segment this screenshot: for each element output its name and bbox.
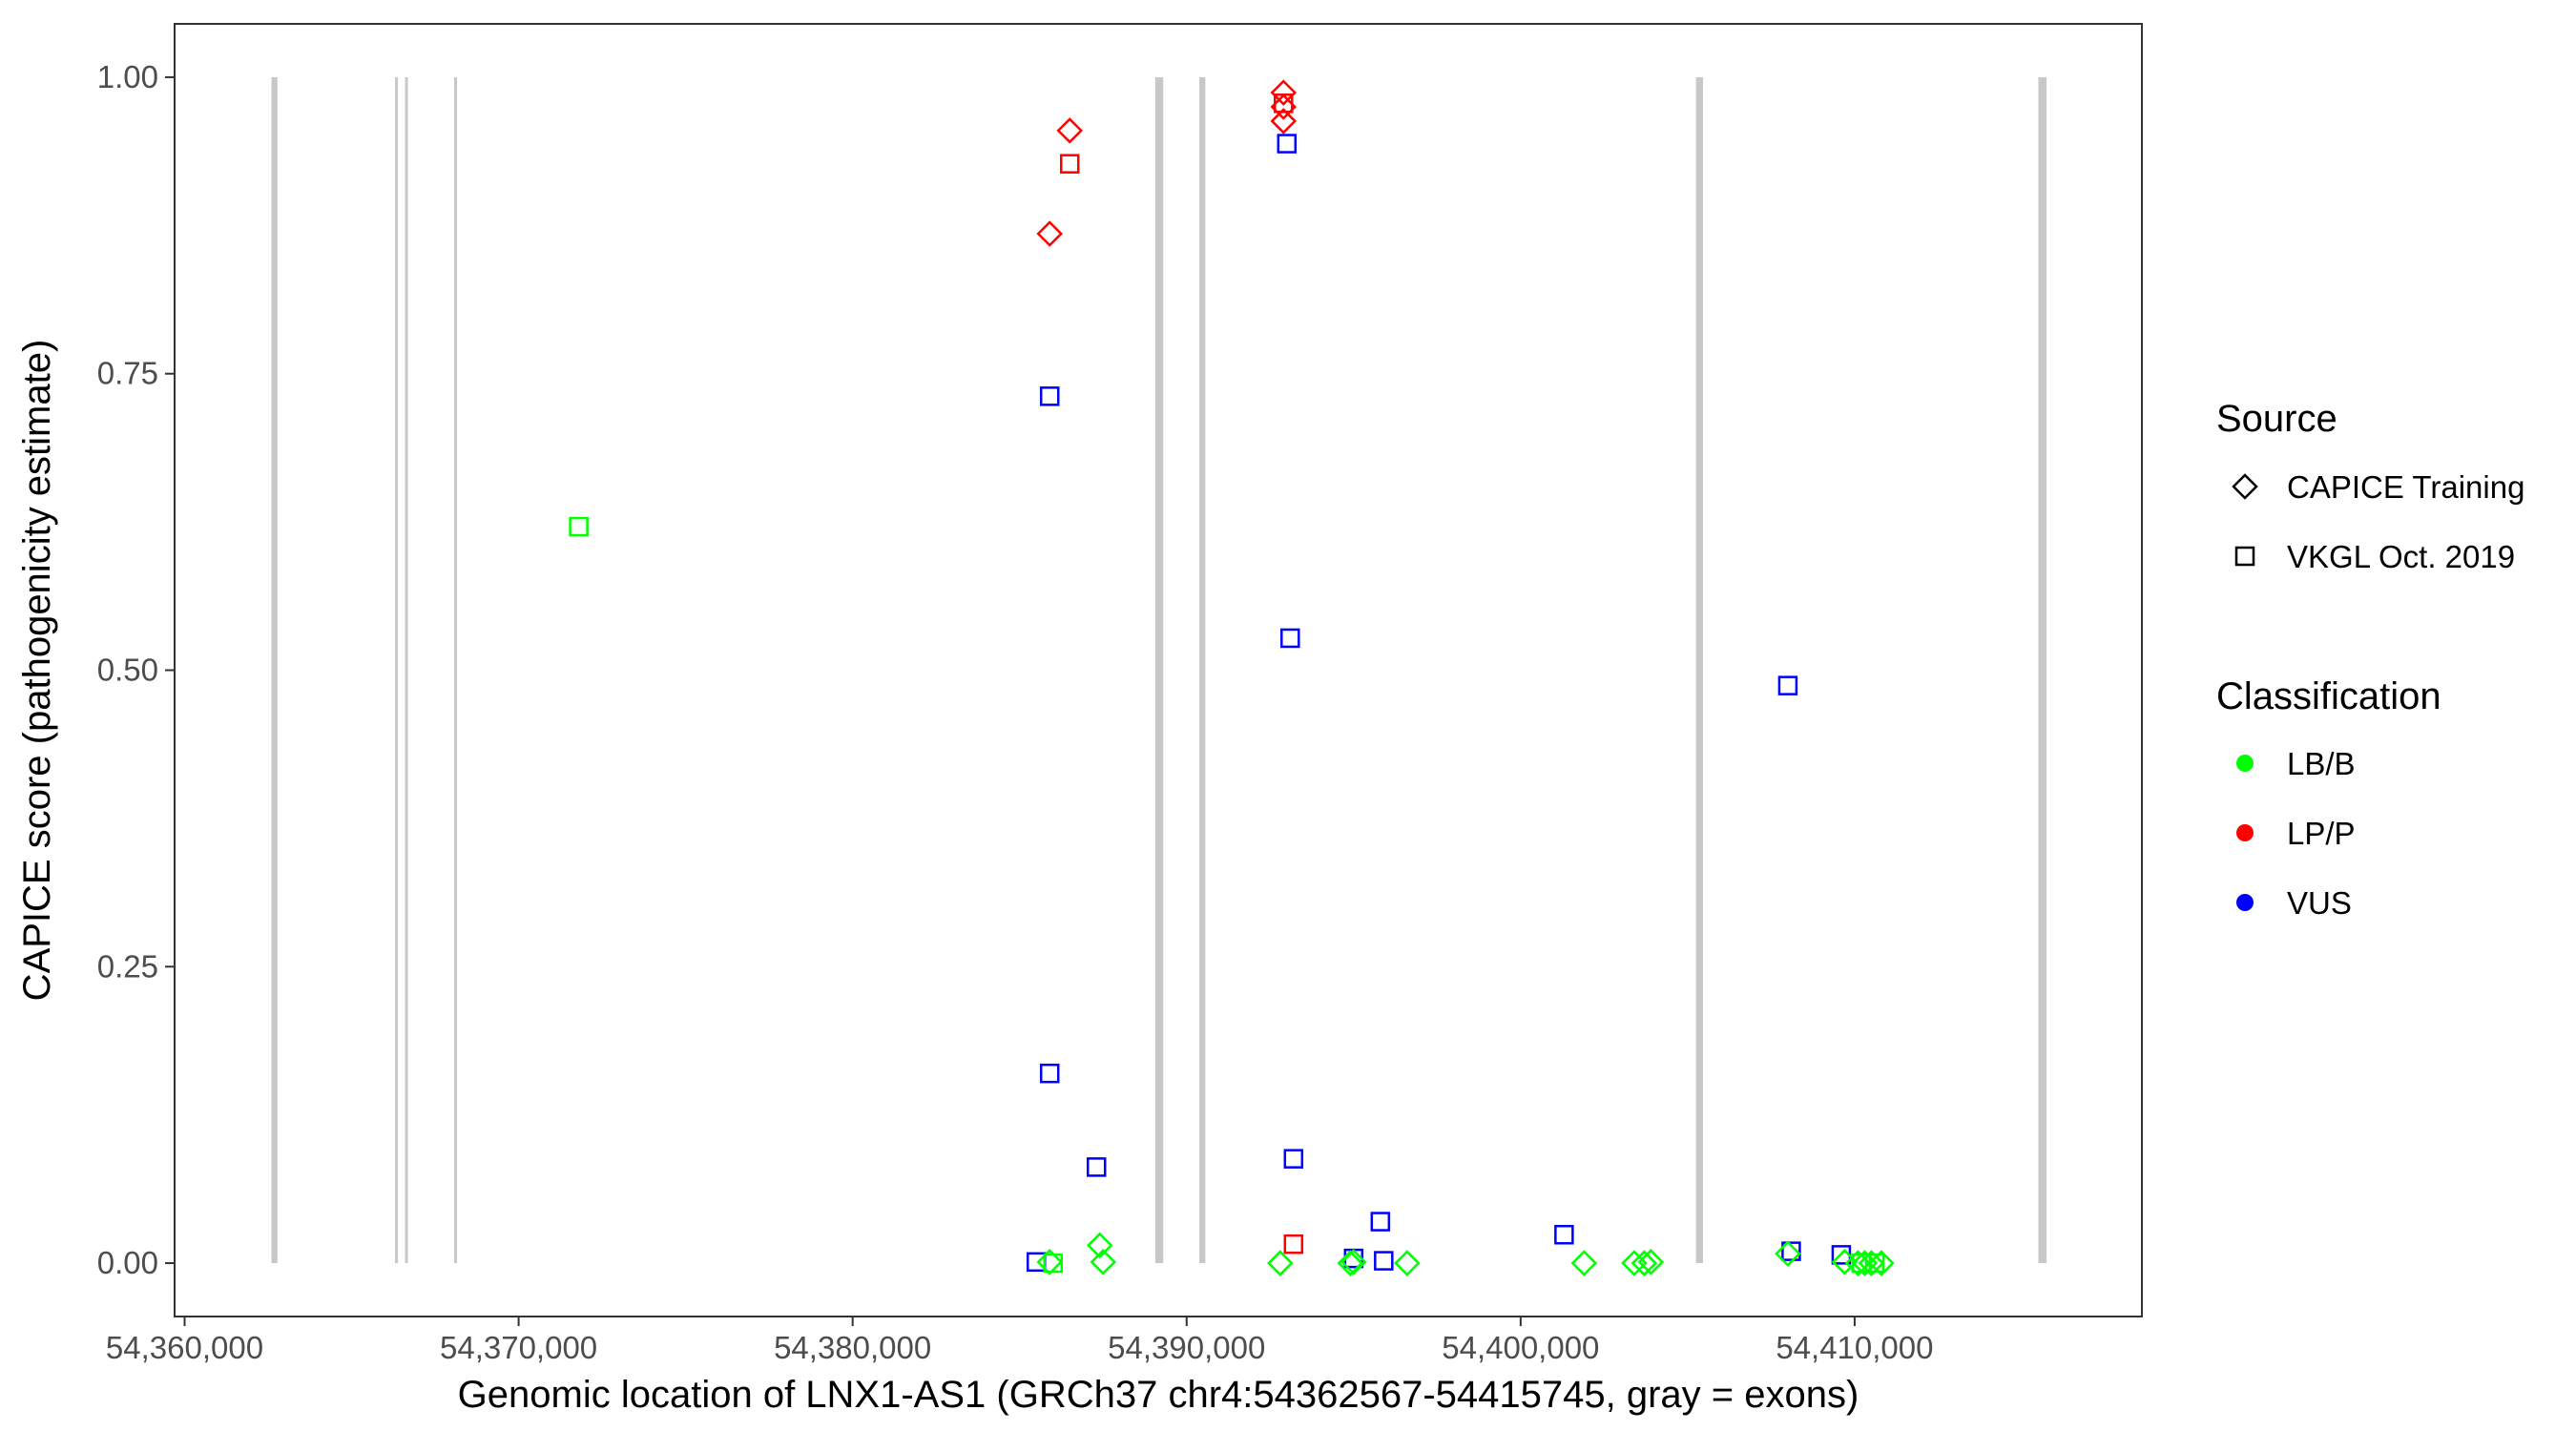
legend-key-dot: [2236, 824, 2254, 841]
data-point-square: [569, 516, 589, 537]
exon-bar: [395, 76, 399, 1264]
data-point-diamond: [1270, 108, 1298, 135]
exon-bar: [454, 76, 458, 1264]
data-point-square: [1283, 1149, 1304, 1169]
exon-bar: [2038, 76, 2047, 1264]
legend-key-dot: [2236, 894, 2254, 911]
exon-bar: [1154, 76, 1164, 1264]
x-tick-label: 54,410,000: [1776, 1330, 1933, 1365]
data-point-square: [1781, 1241, 1801, 1261]
data-point-square: [1283, 1234, 1304, 1255]
data-point-diamond: [1090, 1249, 1117, 1275]
legend-key-dot: [2236, 755, 2254, 772]
data-point-diamond: [1337, 1250, 1364, 1276]
legend-key-diamond: [2232, 473, 2258, 500]
exon-bar: [1695, 76, 1703, 1264]
legend-class-label: LP/P: [2287, 816, 2356, 851]
y-tick-label: 1.00: [97, 59, 158, 94]
data-point-square: [1277, 134, 1298, 154]
data-point-diamond: [1631, 1250, 1658, 1276]
data-point-diamond: [1775, 1240, 1801, 1267]
legend-source-title: Source: [2216, 398, 2337, 440]
data-point-square: [1039, 386, 1060, 406]
data-point-square: [1280, 628, 1300, 649]
data-point-diamond: [1086, 1232, 1113, 1259]
data-point-square: [1864, 1253, 1885, 1274]
data-point-square: [1086, 1157, 1107, 1177]
data-point-square: [1039, 1063, 1060, 1084]
axis-layer: 54,360,000 54,370,000 54,380,000 54,390,000…: [97, 59, 1934, 1365]
y-tick-label: 0.25: [97, 948, 158, 984]
data-point-square: [1043, 1253, 1063, 1274]
y-tick-label: 0.75: [97, 356, 158, 391]
data-point-square: [1370, 1212, 1391, 1232]
x-tick-label: 54,390,000: [1108, 1330, 1265, 1365]
exon-bar: [405, 76, 408, 1264]
data-point-square: [1274, 93, 1294, 114]
legend: Source CAPICE Training VKGL Oct. 2019 Cla…: [2216, 398, 2524, 921]
data-point-diamond: [1868, 1250, 1895, 1276]
data-point-diamond: [1340, 1249, 1367, 1275]
data-point-square: [1059, 154, 1080, 174]
legend-classification-title: Classification: [2216, 675, 2441, 717]
data-point-diamond: [1036, 220, 1063, 247]
data-point-diamond: [1270, 79, 1298, 106]
y-tick-label: 0.00: [97, 1245, 158, 1280]
x-tick-label: 54,380,000: [774, 1330, 931, 1365]
data-point-diamond: [1637, 1249, 1665, 1275]
x-tick-label: 54,370,000: [440, 1330, 597, 1365]
y-axis-title: CAPICE score (pathogenicity estimate): [16, 340, 58, 1002]
data-point-square: [1554, 1224, 1574, 1245]
legend-class-label: VUS: [2287, 885, 2352, 921]
data-point-diamond: [1394, 1250, 1421, 1276]
x-tick-label: 54,360,000: [106, 1330, 263, 1365]
data-point-square: [1851, 1253, 1872, 1274]
x-axis-title: Genomic location of LNX1-AS1 (GRCh37 chr…: [458, 1374, 1859, 1416]
data-point-diamond: [1056, 117, 1083, 144]
data-point-diamond: [1267, 1250, 1294, 1276]
data-point-square: [1374, 1251, 1394, 1271]
legend-source-label: CAPICE Training: [2287, 469, 2524, 505]
legend-key-square: [2234, 546, 2255, 567]
exon-layer: [271, 76, 2047, 1264]
exon-bar: [271, 76, 278, 1264]
legend-classification-items: LB/B LP/P VUS: [2236, 746, 2356, 921]
exon-bar: [1199, 76, 1206, 1264]
x-tick-label: 54,400,000: [1442, 1330, 1599, 1365]
legend-source-label: VKGL Oct. 2019: [2287, 539, 2515, 574]
point-layer: [569, 79, 1895, 1276]
y-tick-label: 0.50: [97, 653, 158, 688]
legend-source-items: CAPICE Training VKGL Oct. 2019: [2232, 469, 2524, 574]
data-point-diamond: [1570, 1250, 1598, 1276]
legend-class-label: LB/B: [2287, 746, 2356, 781]
data-point-square: [1777, 675, 1798, 695]
data-point-diamond: [1858, 1250, 1885, 1276]
data-point-diamond: [1036, 1249, 1063, 1275]
